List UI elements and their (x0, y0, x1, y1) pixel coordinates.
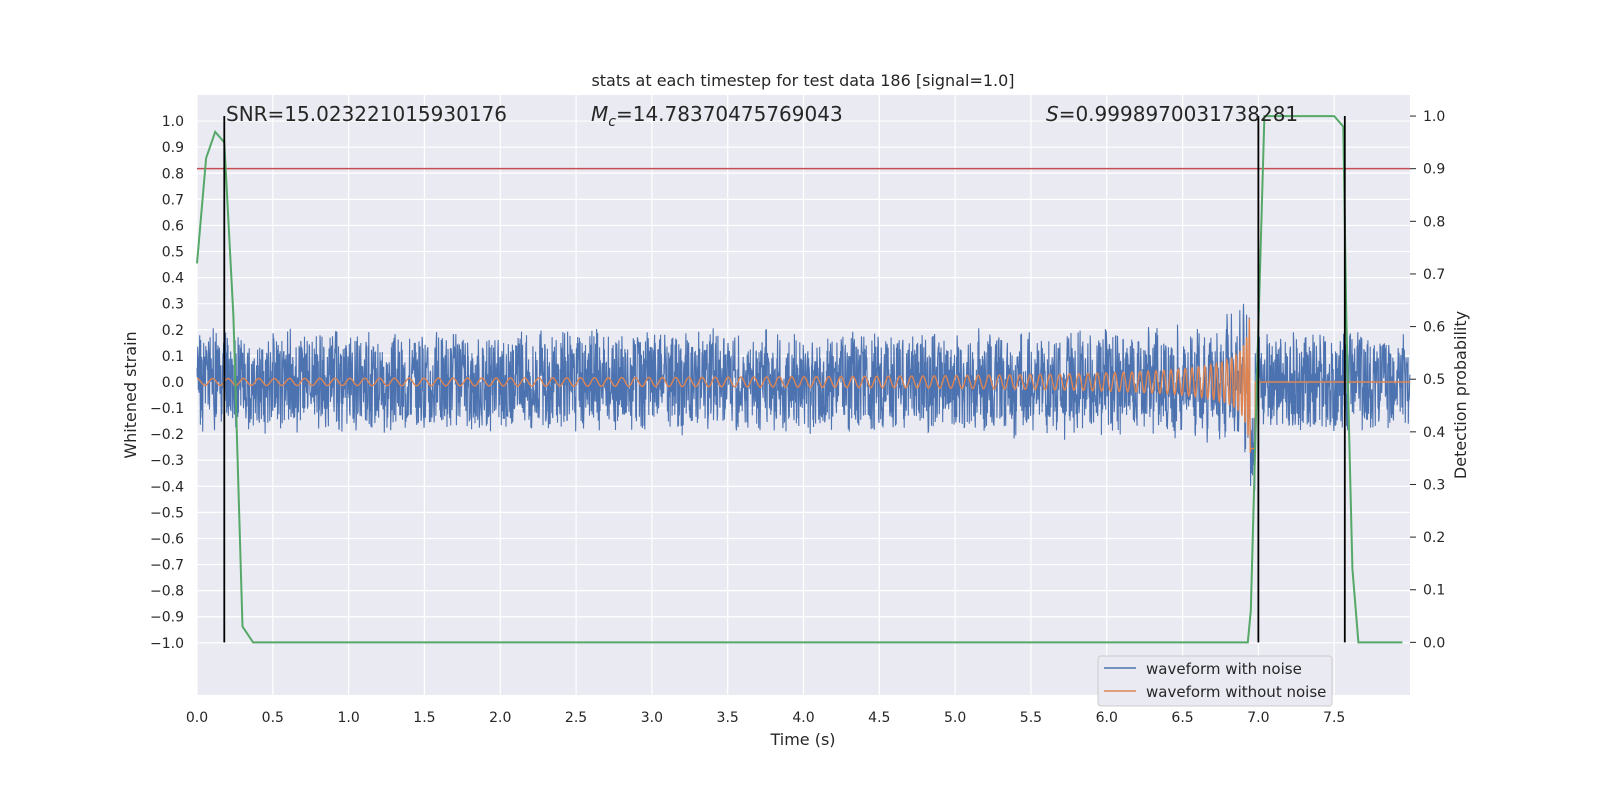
y-left-tick-label: −0.5 (150, 505, 184, 521)
y-right-tick-label: 0.0 (1423, 635, 1445, 651)
chirp-mass-value: =14.78370475769043 (616, 102, 843, 126)
y-left-tick-label: −0.4 (150, 479, 184, 495)
series-waveform-without-noise (197, 318, 1410, 453)
y-left-tick-label: 0.4 (162, 271, 184, 287)
y-left-tick-label: 0.2 (162, 323, 184, 339)
chirp-mass-subscript: c (608, 114, 616, 130)
y-left-tick-label: −0.9 (150, 610, 184, 626)
x-tick-label: 6.5 (1171, 710, 1193, 726)
x-tick-label: 2.5 (565, 710, 587, 726)
y-left-tick-label: 0.8 (162, 166, 184, 182)
y-left-tick-label: 0.9 (162, 140, 184, 156)
y-left-tick-label: 0.3 (162, 297, 184, 313)
y-ticks-left: 1.0 0.9 0.8 0.7 0.6 0.5 0.4 0.3 0.2 0.1 0.0 −0.1 −0.… (150, 114, 184, 652)
x-tick-label: 1.5 (413, 710, 435, 726)
x-tick-label: 4.0 (792, 710, 814, 726)
y-right-tick-label: 0.8 (1423, 214, 1445, 230)
y-right-tick-label: 0.3 (1423, 477, 1445, 493)
clean-waveform-path (197, 318, 1410, 453)
stat-s-value: =0.9998970031738281 (1059, 102, 1298, 126)
y-left-tick-label: −0.1 (150, 401, 184, 417)
series-waveform-with-noise (196, 303, 1411, 491)
legend-box (1097, 655, 1333, 707)
y-left-tick-label: 0.1 (162, 349, 184, 365)
y-left-tick-label: −0.2 (150, 427, 184, 443)
x-tick-label: 0.0 (186, 710, 208, 726)
y-right-tick-label: 0.5 (1423, 372, 1445, 388)
legend-label-noise: waveform with noise (1146, 660, 1302, 678)
y-right-tick-label: 0.2 (1423, 530, 1445, 546)
marker-lines (223, 116, 1346, 643)
chirp-mass-annotation: Mc=14.78370475769043 (591, 102, 843, 130)
x-tick-label: 4.5 (868, 710, 890, 726)
x-tick-label: 0.5 (262, 710, 284, 726)
y-right-tick-label: 0.9 (1423, 162, 1445, 178)
y-right-tick-label: 1.0 (1423, 109, 1445, 125)
y-right-tick-label: 0.1 (1423, 583, 1445, 599)
legend-label-clean: waveform without noise (1146, 683, 1326, 701)
y-left-tick-label: −0.3 (150, 453, 184, 469)
y-right-tick-label: 0.6 (1423, 320, 1445, 336)
x-tick-label: 7.5 (1323, 710, 1345, 726)
y-ticks-right: 1.0 0.9 0.8 0.7 0.6 0.5 0.4 0.3 0.2 0.1 0.0 (1410, 109, 1445, 651)
x-tick-label: 1.0 (337, 710, 359, 726)
x-tick-label: 2.0 (489, 710, 511, 726)
stat-s-symbol: S (1046, 102, 1059, 126)
y-left-tick-label: −0.7 (150, 558, 184, 574)
y-left-tick-label: −0.8 (150, 584, 184, 600)
x-tick-label: 6.0 (1096, 710, 1118, 726)
x-axis-label: Time (s) (769, 730, 835, 749)
stat-s-annotation: S=0.9998970031738281 (1046, 102, 1298, 126)
x-tick-label: 7.0 (1247, 710, 1269, 726)
x-tick-label: 5.0 (944, 710, 966, 726)
noise-waveform-path (196, 303, 1411, 491)
y-left-tick-label: 0.0 (162, 375, 184, 391)
snr-annotation: SNR=15.023221015930176 (226, 102, 507, 126)
y-left-tick-label: 0.7 (162, 192, 184, 208)
y-left-tick-label: 1.0 (162, 114, 184, 130)
y-left-tick-label: 0.6 (162, 218, 184, 234)
y-left-tick-label: −0.6 (150, 531, 184, 547)
chirp-mass-symbol: M (591, 102, 608, 126)
y-left-tick-label: 0.5 (162, 245, 184, 261)
legend: waveform with noise waveform without noi… (1097, 655, 1333, 707)
chart-title: stats at each timestep for test data 186… (591, 71, 1014, 90)
y-axis-left-label: Whitened strain (121, 331, 140, 458)
y-right-tick-label: 0.4 (1423, 425, 1445, 441)
x-tick-label: 3.5 (717, 710, 739, 726)
x-tick-label: 5.5 (1020, 710, 1042, 726)
y-left-tick-label: −1.0 (150, 636, 184, 652)
y-right-tick-label: 0.7 (1423, 267, 1445, 283)
y-axis-right-label: Detection probability (1451, 311, 1470, 479)
x-ticks: 0.0 0.5 1.0 1.5 2.0 2.5 3.0 3.5 4.0 4.5 5.0 5.5 6.0 6… (186, 710, 1345, 726)
x-tick-label: 3.0 (641, 710, 663, 726)
